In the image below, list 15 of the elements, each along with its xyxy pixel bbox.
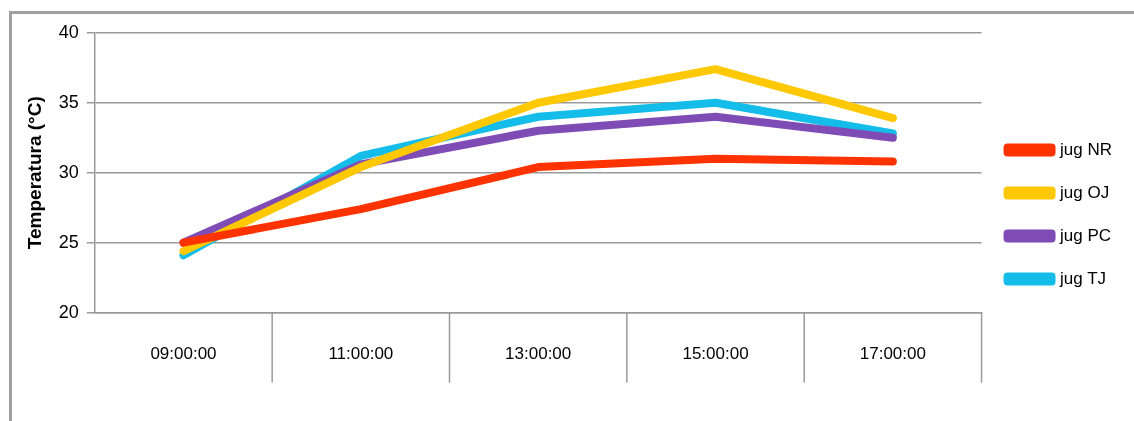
y-tick-label: 35 [58,91,79,112]
y-tick-label: 30 [58,161,79,182]
y-axis-title: Temperatura (°C) [23,96,45,250]
y-tick-label: 40 [58,21,79,42]
legend-label: jug NR [1059,139,1113,159]
x-tick-label: 09:00:00 [150,344,217,364]
y-tick-label: 25 [58,231,79,252]
legend-label: jug TJ [1059,268,1107,288]
y-tick-label: 20 [58,301,79,322]
x-tick-label: 11:00:00 [328,344,394,364]
x-tick-label: 13:00:00 [505,344,572,364]
legend-label: jug PC [1059,225,1112,245]
legend-label: jug OJ [1059,182,1110,202]
x-tick-label: 15:00:00 [682,344,749,364]
x-tick-label: 17:00:00 [859,344,926,364]
